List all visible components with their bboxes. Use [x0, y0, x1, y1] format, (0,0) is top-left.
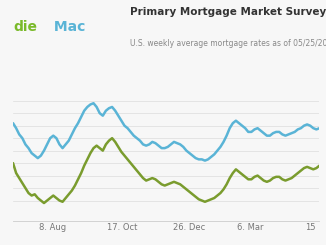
Text: Primary Mortgage Market Survey®: Primary Mortgage Market Survey®	[130, 7, 326, 17]
Text: die: die	[13, 20, 37, 34]
Text: U.S. weekly average mortgage rates as of 05/25/202: U.S. weekly average mortgage rates as of…	[130, 39, 326, 48]
Text: Mac: Mac	[49, 20, 85, 34]
